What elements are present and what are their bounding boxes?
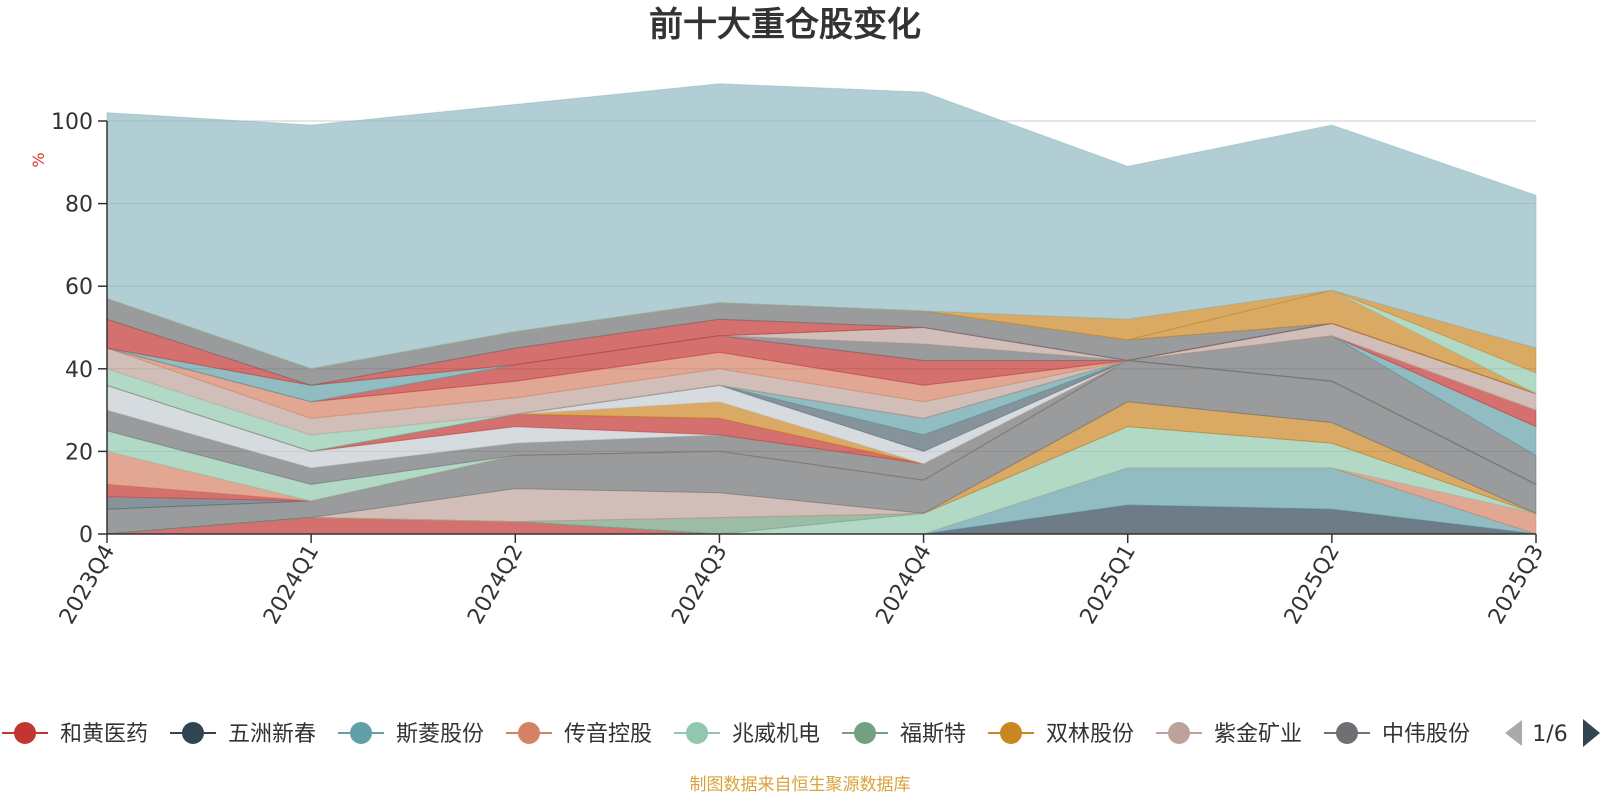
legend-circle-icon [1336, 722, 1358, 744]
x-tick-label: 2024Q4 [871, 541, 936, 629]
legend-circle-icon [686, 722, 708, 744]
legend-label: 福斯特 [900, 722, 966, 747]
y-tick-label: 60 [65, 275, 93, 300]
legend-label: 紫金矿业 [1214, 722, 1302, 747]
x-tick-labels: 2023Q4 2024Q1 2024Q2 2024Q3 2024Q4 2025Q1 2025… [55, 534, 1549, 629]
y-tick-label: 40 [65, 358, 93, 383]
legend-item[interactable]: 双林股份 [988, 722, 1134, 747]
axes [106, 121, 1536, 535]
x-tick-label: 2025Q3 [1484, 541, 1549, 629]
x-tick-label: 2023Q4 [55, 541, 120, 629]
x-tick-label: 2025Q2 [1280, 541, 1345, 629]
legend-circle-icon [1168, 722, 1190, 744]
x-tick-label: 2024Q2 [463, 541, 528, 629]
legend-item[interactable]: 传音控股 [506, 722, 652, 747]
legend-circle-icon [518, 722, 540, 744]
area-series-其他[interactable] [106, 83, 1537, 370]
data-source-note: 制图数据来自恒生聚源数据库 [690, 775, 911, 795]
x-tick-label: 2025Q1 [1076, 541, 1141, 629]
y-axis-unit: % [29, 152, 48, 167]
legend: 和黄医药 五洲新春 斯菱股份 传音控股 兆威机电 福斯特 双林股份 紫金矿业 中伟股份 [2, 722, 1470, 747]
y-tick-label: 0 [79, 523, 93, 548]
legend-circle-icon [14, 722, 36, 744]
legend-circle-icon [1000, 722, 1022, 744]
legend-label: 传音控股 [564, 722, 652, 747]
legend-item[interactable]: 紫金矿业 [1156, 722, 1302, 747]
chart-title: 前十大重仓股变化 [649, 5, 921, 45]
y-tick-label: 80 [65, 193, 93, 218]
legend-label: 和黄医药 [60, 722, 148, 747]
legend-label: 兆威机电 [732, 722, 820, 747]
legend-label: 斯菱股份 [396, 722, 484, 747]
legend-circle-icon [182, 722, 204, 744]
legend-item[interactable]: 和黄医药 [2, 722, 148, 747]
legend-label: 中伟股份 [1382, 722, 1470, 747]
legend-next-icon[interactable] [1583, 719, 1600, 747]
legend-prev-icon[interactable] [1505, 720, 1522, 746]
legend-item[interactable]: 中伟股份 [1324, 722, 1470, 747]
legend-circle-icon [854, 722, 876, 744]
legend-item[interactable]: 斯菱股份 [338, 722, 484, 747]
y-tick-label: 100 [51, 110, 93, 135]
legend-label: 五洲新春 [228, 722, 316, 747]
y-tick-labels: 0 20 40 60 80 100 [51, 110, 107, 548]
y-tick-label: 20 [65, 440, 93, 465]
legend-item[interactable]: 兆威机电 [674, 722, 820, 747]
legend-item[interactable]: 福斯特 [842, 722, 966, 747]
legend-page-indicator: 1/6 [1532, 722, 1567, 747]
legend-label: 双林股份 [1046, 722, 1134, 747]
x-tick-label: 2024Q3 [667, 541, 732, 629]
legend-pager: 1/6 [1505, 719, 1600, 747]
legend-item[interactable]: 五洲新春 [170, 722, 316, 747]
legend-circle-icon [350, 722, 372, 744]
area-series [106, 83, 1537, 535]
x-tick-label: 2024Q1 [259, 541, 324, 629]
